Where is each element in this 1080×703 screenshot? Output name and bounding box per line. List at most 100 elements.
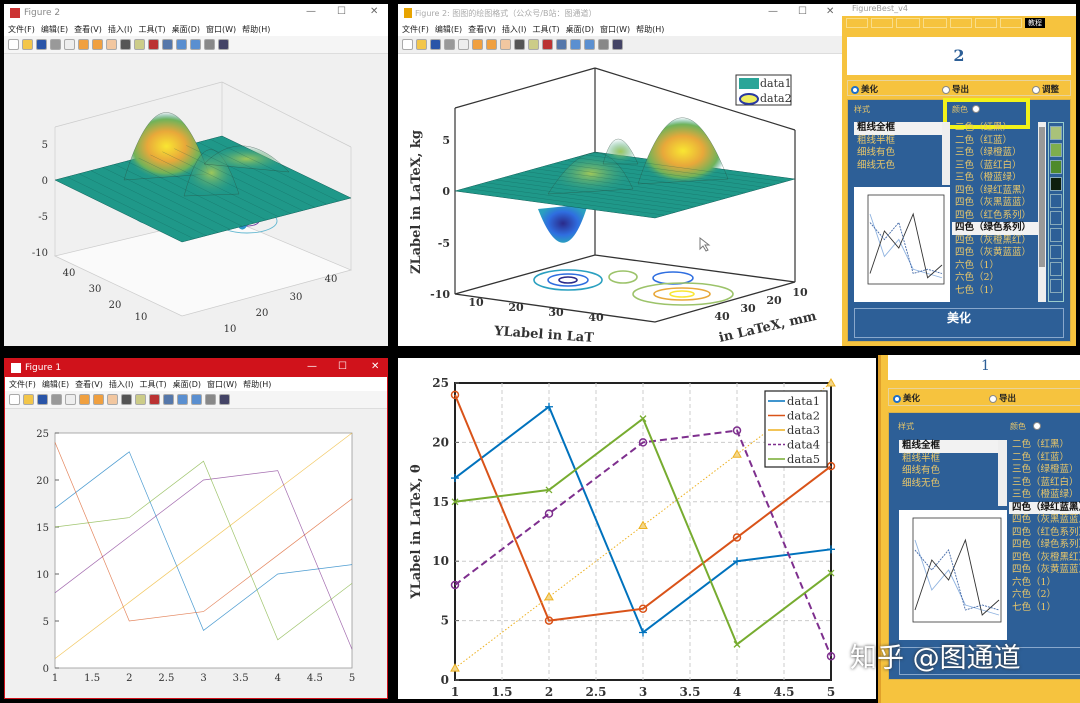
menu-item[interactable]: 文件(F) (402, 24, 429, 34)
link-icon[interactable] (556, 39, 567, 50)
menu-item[interactable]: 查看(V) (74, 24, 102, 34)
legend-icon[interactable] (191, 394, 202, 405)
menu-item[interactable]: 帮助(H) (636, 24, 665, 34)
color-scheme-item[interactable]: 三色（橙蓝绿） (955, 172, 1022, 183)
minimize-button[interactable]: — (768, 6, 778, 17)
minimize-button[interactable]: — (307, 361, 317, 372)
menu-item[interactable]: 帮助(H) (243, 379, 272, 389)
color-list-scrollbar[interactable] (1038, 122, 1046, 302)
menu-item[interactable]: 插入(I) (501, 24, 527, 34)
style-item[interactable]: 细线有色 (857, 147, 896, 158)
color-scheme-item[interactable]: 四色（红色系列） (955, 209, 1032, 221)
color-scheme-item[interactable]: 六色（2） (1012, 589, 1057, 600)
tool-button[interactable] (846, 18, 868, 28)
color-scheme-item[interactable]: 六色（2） (955, 272, 1000, 283)
mode-radio-adjust[interactable]: 调整 (1032, 83, 1059, 95)
style-item[interactable]: 粗线全框 (899, 440, 998, 453)
open-icon[interactable] (416, 39, 427, 50)
menu-item[interactable]: 窗口(W) (207, 379, 238, 389)
color-scheme-item[interactable]: 四色（绿红蓝黑） (1009, 501, 1080, 514)
menu-item[interactable]: 插入(I) (107, 24, 133, 34)
menu-item[interactable]: 查看(V) (75, 379, 103, 389)
color-scheme-item[interactable]: 四色（绿色系列） (952, 222, 1038, 235)
color-scheme-item[interactable]: 三色（绿橙蓝） (1012, 464, 1079, 475)
color-scheme-item[interactable]: 三色（橙蓝绿） (1012, 489, 1079, 500)
style-item[interactable]: 粗线半框 (857, 134, 896, 146)
maximize-button[interactable]: ☐ (338, 361, 347, 372)
hide-icon[interactable] (598, 39, 609, 50)
zoom-in-icon[interactable] (472, 39, 483, 50)
brush-icon[interactable] (149, 394, 160, 405)
pointer-icon[interactable] (65, 394, 76, 405)
color-scheme-item[interactable]: 三色（绿橙蓝） (955, 147, 1022, 158)
color-scheme-list[interactable]: 二色（红黑） 二色（红蓝） 三色（绿橙蓝） 三色（蓝红白） 三色（橙蓝绿） 四色（绿红蓝黑… (952, 122, 1038, 302)
tool-button[interactable] (950, 18, 972, 28)
style-list[interactable]: 粗线全框 粗线半框 细线有色 细线无色 (854, 122, 950, 185)
show-icon[interactable] (218, 39, 229, 50)
color-scheme-item[interactable]: 三色（蓝红白） (1012, 476, 1079, 488)
mode-radio-beautify[interactable]: 美化 (851, 83, 878, 95)
beautify-button[interactable]: 美化 (854, 308, 1064, 338)
save-icon[interactable] (36, 39, 47, 50)
rotate-icon[interactable] (120, 39, 131, 50)
link-icon[interactable] (162, 39, 173, 50)
color-scheme-item[interactable]: 四色（灰黄蓝蓝） (1012, 564, 1080, 575)
zoom-out-icon[interactable] (93, 394, 104, 405)
menu-item[interactable]: 工具(T) (138, 24, 166, 34)
tool-button[interactable] (896, 18, 920, 28)
new-file-icon[interactable] (9, 394, 20, 405)
colorbar-icon[interactable] (177, 394, 188, 405)
print-icon[interactable] (444, 39, 455, 50)
menu-item[interactable]: 桌面(D) (565, 24, 595, 34)
color-scheme-item[interactable]: 七色（1） (955, 284, 1000, 296)
data-cursor-icon[interactable] (135, 394, 146, 405)
data-cursor-icon[interactable] (528, 39, 539, 50)
save-icon[interactable] (430, 39, 441, 50)
color-scheme-item[interactable]: 四色（绿红蓝黑） (955, 184, 1032, 196)
legend-icon[interactable] (584, 39, 595, 50)
color-scheme-item[interactable]: 四色（灰橙黑红） (955, 234, 1032, 246)
new-file-icon[interactable] (8, 39, 19, 50)
zoom-out-icon[interactable] (486, 39, 497, 50)
tutorial-button[interactable]: 教程 (1025, 18, 1045, 28)
menu-item[interactable]: 窗口(W) (600, 24, 631, 34)
menu-item[interactable]: 工具(T) (532, 24, 560, 34)
mode-radio-export[interactable]: 导出 (942, 83, 969, 95)
tool-button[interactable] (923, 18, 947, 28)
menu-item[interactable]: 帮助(H) (242, 24, 271, 34)
data-cursor-icon[interactable] (134, 39, 145, 50)
zoom-in-icon[interactable] (78, 39, 89, 50)
color-scheme-item[interactable]: 四色（灰黑蓝蓝） (1012, 514, 1080, 525)
menu-item[interactable]: 文件(F) (8, 24, 35, 34)
open-icon[interactable] (23, 394, 34, 405)
style-item[interactable]: 粗线半框 (902, 452, 941, 464)
color-scheme-item[interactable]: 六色（1） (955, 259, 1000, 271)
show-icon[interactable] (612, 39, 623, 50)
mode-radio-beautify[interactable]: 美化 (893, 392, 920, 404)
rotate-icon[interactable] (121, 394, 132, 405)
link-icon[interactable] (163, 394, 174, 405)
menu-item[interactable]: 编辑(E) (41, 379, 70, 389)
pointer-icon[interactable] (64, 39, 75, 50)
menu-item[interactable]: 窗口(W) (206, 24, 237, 34)
close-button[interactable]: ✕ (371, 361, 380, 372)
menu-item[interactable]: 插入(I) (108, 379, 134, 389)
style-item[interactable]: 细线有色 (902, 465, 941, 476)
color-activate-radio[interactable] (972, 105, 980, 113)
menu-item[interactable]: 桌面(D) (171, 24, 201, 34)
print-icon[interactable] (51, 394, 62, 405)
color-scheme-item[interactable]: 二色（红黑） (1012, 439, 1070, 450)
color-scheme-item[interactable]: 七色（1） (1012, 601, 1057, 613)
pointer-icon[interactable] (458, 39, 469, 50)
maximize-button[interactable]: ☐ (337, 6, 346, 17)
brush-icon[interactable] (148, 39, 159, 50)
rotate-icon[interactable] (514, 39, 525, 50)
show-icon[interactable] (219, 394, 230, 405)
hide-icon[interactable] (204, 39, 215, 50)
colorbar-icon[interactable] (176, 39, 187, 50)
color-scheme-item[interactable]: 四色（灰黑蓝蓝） (955, 197, 1032, 208)
tool-button[interactable] (1000, 18, 1022, 28)
color-scheme-item[interactable]: 四色（红色系列） (1012, 526, 1080, 538)
color-scheme-item[interactable]: 四色（灰黄蓝蓝） (955, 247, 1032, 258)
pan-icon[interactable] (106, 39, 117, 50)
